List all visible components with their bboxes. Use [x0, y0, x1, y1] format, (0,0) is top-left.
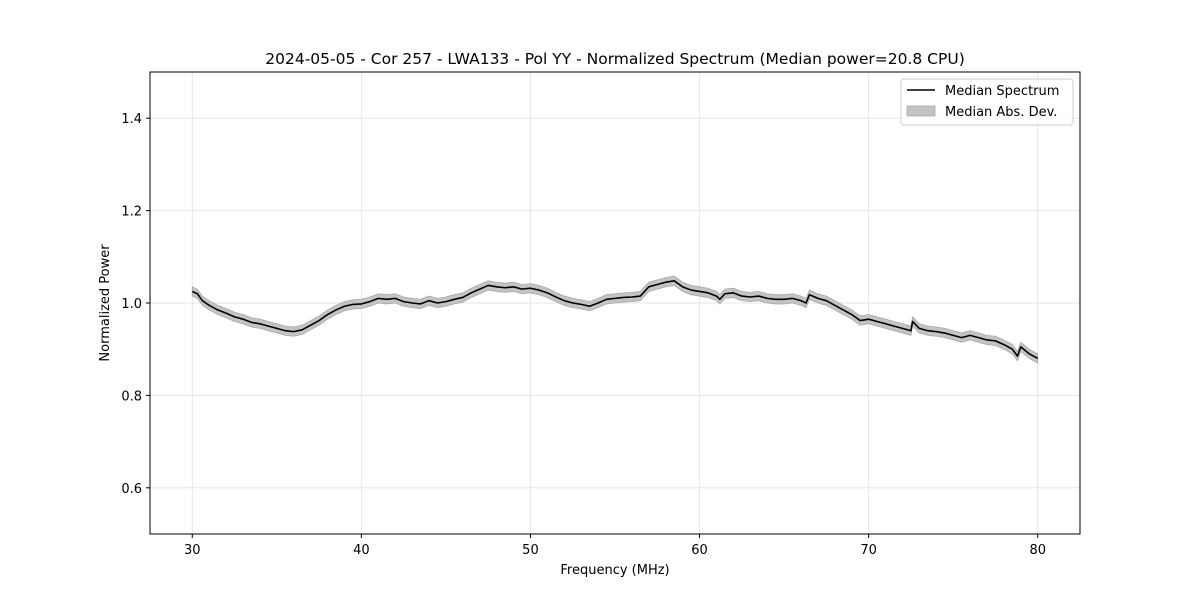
x-tick-label: 60 [691, 543, 708, 558]
y-tick-label: 0.6 [121, 482, 142, 497]
legend-box [900, 78, 1074, 126]
median-spectrum-line [191, 280, 1039, 360]
x-tick-label: 70 [860, 543, 877, 558]
legend-band-swatch [906, 105, 936, 117]
x-tick-label: 30 [184, 543, 201, 558]
y-tick-label: 1.0 [121, 297, 142, 312]
x-axis-ticks: 30 40 50 60 70 80 [184, 534, 1046, 558]
legend-label-median-spectrum: Median Spectrum [945, 84, 1059, 99]
y-tick-label: 1.4 [121, 112, 142, 127]
x-tick-label: 40 [353, 543, 370, 558]
legend: Median Spectrum Median Abs. Dev. [900, 78, 1074, 126]
y-tick-label: 1.2 [121, 205, 142, 220]
x-tick-label: 80 [1029, 543, 1046, 558]
y-axis-label: Normalized Power [98, 244, 113, 362]
y-tick-label: 0.8 [121, 389, 142, 404]
median-abs-dev-band [191, 275, 1039, 364]
chart-title: 2024-05-05 - Cor 257 - LWA133 - Pol YY -… [265, 50, 965, 68]
legend-label-median-abs-dev: Median Abs. Dev. [945, 105, 1057, 120]
x-axis-label: Frequency (MHz) [560, 563, 669, 578]
y-axis-ticks: 0.6 0.8 1.0 1.2 1.4 [121, 112, 150, 497]
x-tick-label: 50 [522, 543, 539, 558]
